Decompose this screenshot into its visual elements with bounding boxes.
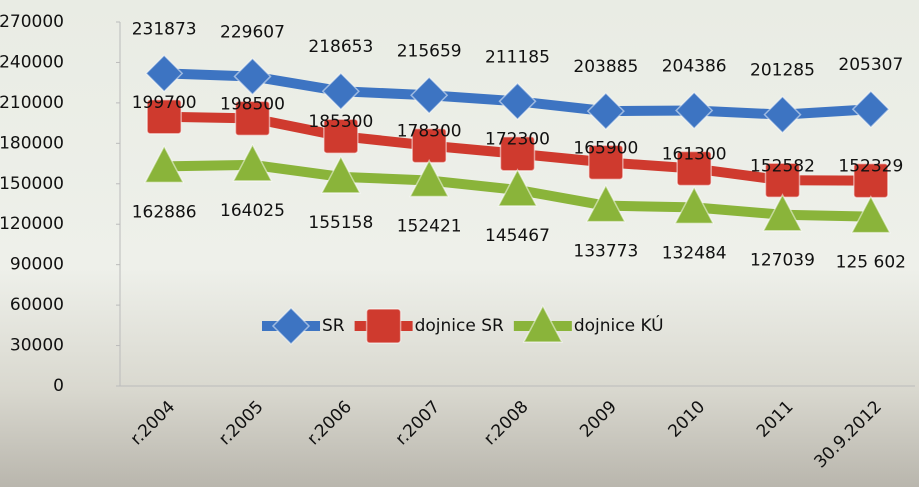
y-tick-label: 30000: [10, 336, 64, 356]
data-label: 178300: [397, 122, 462, 142]
data-point: [143, 144, 185, 184]
data-label: 127039: [750, 251, 815, 271]
y-tick-label: 90000: [10, 255, 64, 275]
data-point: [588, 144, 624, 181]
legend: SR dojnice SR dojnice KÚ: [262, 304, 664, 346]
data-label: 204386: [662, 56, 727, 76]
data-point: [850, 195, 892, 234]
data-label: 201285: [750, 61, 815, 81]
data-label: 229607: [220, 22, 285, 42]
data-label: 161300: [662, 145, 727, 165]
legend-marker: [365, 308, 402, 344]
data-point: [321, 72, 360, 111]
data-label: 125 602: [836, 253, 906, 273]
data-point: [234, 100, 271, 137]
data-label: 164025: [220, 201, 285, 221]
data-point: [763, 95, 802, 134]
data-label: 218653: [308, 37, 373, 57]
data-point: [762, 193, 803, 232]
data-label: 152582: [750, 156, 815, 176]
data-label: 211185: [485, 47, 550, 67]
data-label: 165900: [573, 138, 638, 158]
data-label: 199700: [132, 93, 197, 113]
legend-label: SR: [322, 316, 345, 336]
data-point: [675, 91, 714, 130]
data-point: [320, 155, 362, 194]
y-tick-label: 120000: [0, 214, 64, 234]
data-label: 152421: [397, 217, 462, 237]
data-point: [498, 82, 537, 121]
y-tick-label: 240000: [0, 52, 64, 72]
data-label: 155158: [308, 213, 373, 233]
data-point: [145, 54, 184, 93]
data-point: [851, 90, 890, 129]
y-tick-label: 0: [53, 376, 64, 396]
data-point: [232, 143, 273, 182]
data-point: [323, 118, 359, 154]
legend-label: dojnice KÚ: [574, 314, 664, 336]
data-label: 231873: [132, 19, 197, 39]
data-point: [585, 184, 627, 223]
legend-marker: [522, 304, 564, 343]
data-label: 133773: [573, 242, 638, 262]
data-label: 162886: [132, 202, 197, 222]
data-point: [497, 168, 538, 207]
y-tick-label: 210000: [0, 93, 64, 113]
legend-label: dojnice SR: [415, 316, 504, 336]
data-point: [146, 99, 182, 135]
data-point: [673, 185, 715, 225]
data-label: 185300: [308, 112, 373, 132]
y-tick-label: 180000: [0, 133, 64, 153]
data-label: 172300: [485, 130, 550, 150]
data-label: 198500: [220, 94, 285, 114]
data-label: 205307: [838, 55, 903, 75]
legend-marker: [271, 306, 311, 346]
y-tick-label: 60000: [10, 295, 64, 315]
data-point: [408, 158, 450, 198]
data-point: [586, 92, 625, 131]
data-point: [676, 150, 712, 187]
data-label: 203885: [573, 57, 638, 77]
data-point: [233, 57, 272, 96]
data-label: 152329: [838, 157, 903, 177]
data-label: 132484: [662, 243, 727, 263]
y-tick-label: 150000: [0, 174, 64, 194]
data-label: 145467: [485, 226, 550, 246]
y-tick-label: 270000: [0, 12, 64, 32]
data-label: 215659: [397, 41, 462, 61]
data-point: [410, 76, 449, 115]
